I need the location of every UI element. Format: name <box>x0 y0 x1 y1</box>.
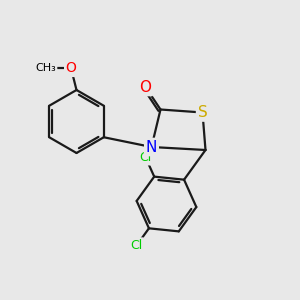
Text: O: O <box>66 61 76 75</box>
Text: N: N <box>146 140 157 154</box>
Text: O: O <box>140 80 152 94</box>
Text: S: S <box>198 105 207 120</box>
Text: Cl: Cl <box>140 151 152 164</box>
Text: Cl: Cl <box>130 239 143 252</box>
Text: CH₃: CH₃ <box>35 63 56 74</box>
